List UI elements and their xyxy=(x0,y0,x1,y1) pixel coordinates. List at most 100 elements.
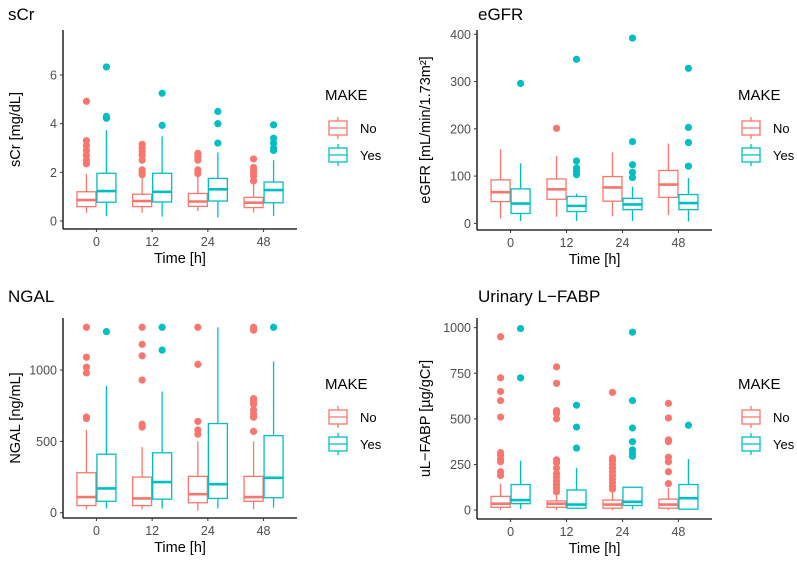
panel-title: sCr xyxy=(8,5,35,24)
box-iqr xyxy=(151,452,173,500)
panel-3: Urinary L−FABP 0 250 500 750 1000 0 12 24 48 Time … xyxy=(418,287,795,557)
box-no-0 xyxy=(76,323,97,510)
outlier-point xyxy=(628,452,637,460)
outlier-point xyxy=(102,114,111,122)
outlier-point xyxy=(138,340,146,348)
y-axis-label: NGAL [ng/mL] xyxy=(8,372,24,463)
box-yes-24 xyxy=(622,34,643,222)
x-axis-label: Time [h] xyxy=(154,540,206,556)
panel-2: NGAL 0 500 1000 0 12 24 48 Time [h] NGAL [ng/mL] M… xyxy=(8,287,382,556)
outlier-point xyxy=(102,327,111,336)
y-tick-label: 400 xyxy=(450,28,471,42)
box-no-24 xyxy=(187,149,209,212)
box-no-48 xyxy=(243,155,264,213)
outlier-point xyxy=(82,323,91,331)
outlier-point xyxy=(194,323,202,331)
outlier-point xyxy=(516,374,525,382)
outlier-point xyxy=(158,346,166,354)
outlier-point xyxy=(214,107,222,116)
legend-title: MAKE xyxy=(738,87,781,104)
outlier-point xyxy=(82,353,91,361)
box-iqr xyxy=(263,181,284,204)
outlier-point xyxy=(194,169,202,178)
y-tick-label: 6 xyxy=(50,69,57,83)
box-yes-0 xyxy=(96,327,117,509)
x-tick-label: 12 xyxy=(560,525,574,539)
outlier-point xyxy=(194,360,202,368)
x-tick-label: 12 xyxy=(145,235,159,249)
outlier-point xyxy=(138,323,146,331)
y-tick-label: 0 xyxy=(50,214,57,228)
outlier-point xyxy=(628,173,637,182)
box-iqr xyxy=(187,475,209,504)
legend-label: No xyxy=(773,410,790,425)
outlier-point xyxy=(82,97,91,105)
outlier-point xyxy=(138,423,146,431)
legend-label: Yes xyxy=(360,148,382,163)
outlier-point xyxy=(138,171,146,179)
legend-title: MAKE xyxy=(325,376,368,393)
box-no-0 xyxy=(76,97,97,213)
box-yes-0 xyxy=(510,79,531,222)
outlier-point xyxy=(684,162,693,170)
box-yes-12 xyxy=(566,55,587,222)
box-yes-24 xyxy=(207,327,229,509)
outlier-point xyxy=(664,414,673,422)
y-tick-label: 0 xyxy=(50,506,57,520)
box-iqr xyxy=(678,483,699,510)
box-iqr xyxy=(602,175,623,202)
box-iqr xyxy=(263,435,284,499)
box-yes-48 xyxy=(678,64,699,222)
y-tick-label: 100 xyxy=(450,170,471,184)
outlier-point xyxy=(82,363,91,371)
box-yes-24 xyxy=(622,328,643,510)
x-axis-label: Time [h] xyxy=(569,252,621,268)
outlier-point xyxy=(158,323,166,331)
box-no-48 xyxy=(658,399,679,511)
outlier-point xyxy=(572,157,581,165)
outlier-point xyxy=(249,326,258,334)
legend-label: No xyxy=(360,121,377,136)
x-tick-label: 0 xyxy=(507,236,514,250)
x-tick-label: 48 xyxy=(671,236,685,250)
box-no-24 xyxy=(602,388,623,511)
x-tick-label: 12 xyxy=(145,524,159,538)
outlier-point xyxy=(194,430,202,438)
outlier-point xyxy=(82,160,91,168)
x-tick-label: 12 xyxy=(560,236,574,250)
y-tick-label: 1000 xyxy=(443,321,471,335)
outlier-point xyxy=(214,139,222,147)
box-iqr xyxy=(490,495,511,508)
box-iqr xyxy=(490,179,511,203)
x-tick-label: 24 xyxy=(201,235,215,249)
box-yes-0 xyxy=(510,324,531,510)
legend-label: Yes xyxy=(360,437,382,452)
outlier-point xyxy=(628,438,637,446)
legend: MAKE No Yes xyxy=(325,87,382,166)
outlier-point xyxy=(664,480,673,488)
outlier-point xyxy=(249,155,258,163)
outlier-point xyxy=(628,424,637,432)
outlier-point xyxy=(249,400,258,408)
outlier-point xyxy=(684,138,693,147)
outlier-point xyxy=(496,458,505,466)
y-tick-label: 4 xyxy=(50,117,57,131)
x-tick-label: 0 xyxy=(93,524,100,538)
box-yes-12 xyxy=(151,323,173,509)
outlier-point xyxy=(214,120,222,128)
outlier-point xyxy=(496,397,505,405)
outlier-point xyxy=(552,409,561,417)
outlier-point xyxy=(664,399,673,407)
outlier-point xyxy=(628,328,637,336)
box-iqr xyxy=(151,172,173,203)
legend: MAKE No Yes xyxy=(738,87,795,166)
x-axis-label: Time [h] xyxy=(154,251,206,267)
outlier-point xyxy=(552,488,561,496)
outlier-point xyxy=(82,369,91,377)
outlier-point xyxy=(496,471,505,480)
x-tick-label: 24 xyxy=(616,525,630,539)
outlier-point xyxy=(249,177,258,185)
outlier-point xyxy=(496,333,505,341)
y-tick-label: 750 xyxy=(450,367,471,381)
